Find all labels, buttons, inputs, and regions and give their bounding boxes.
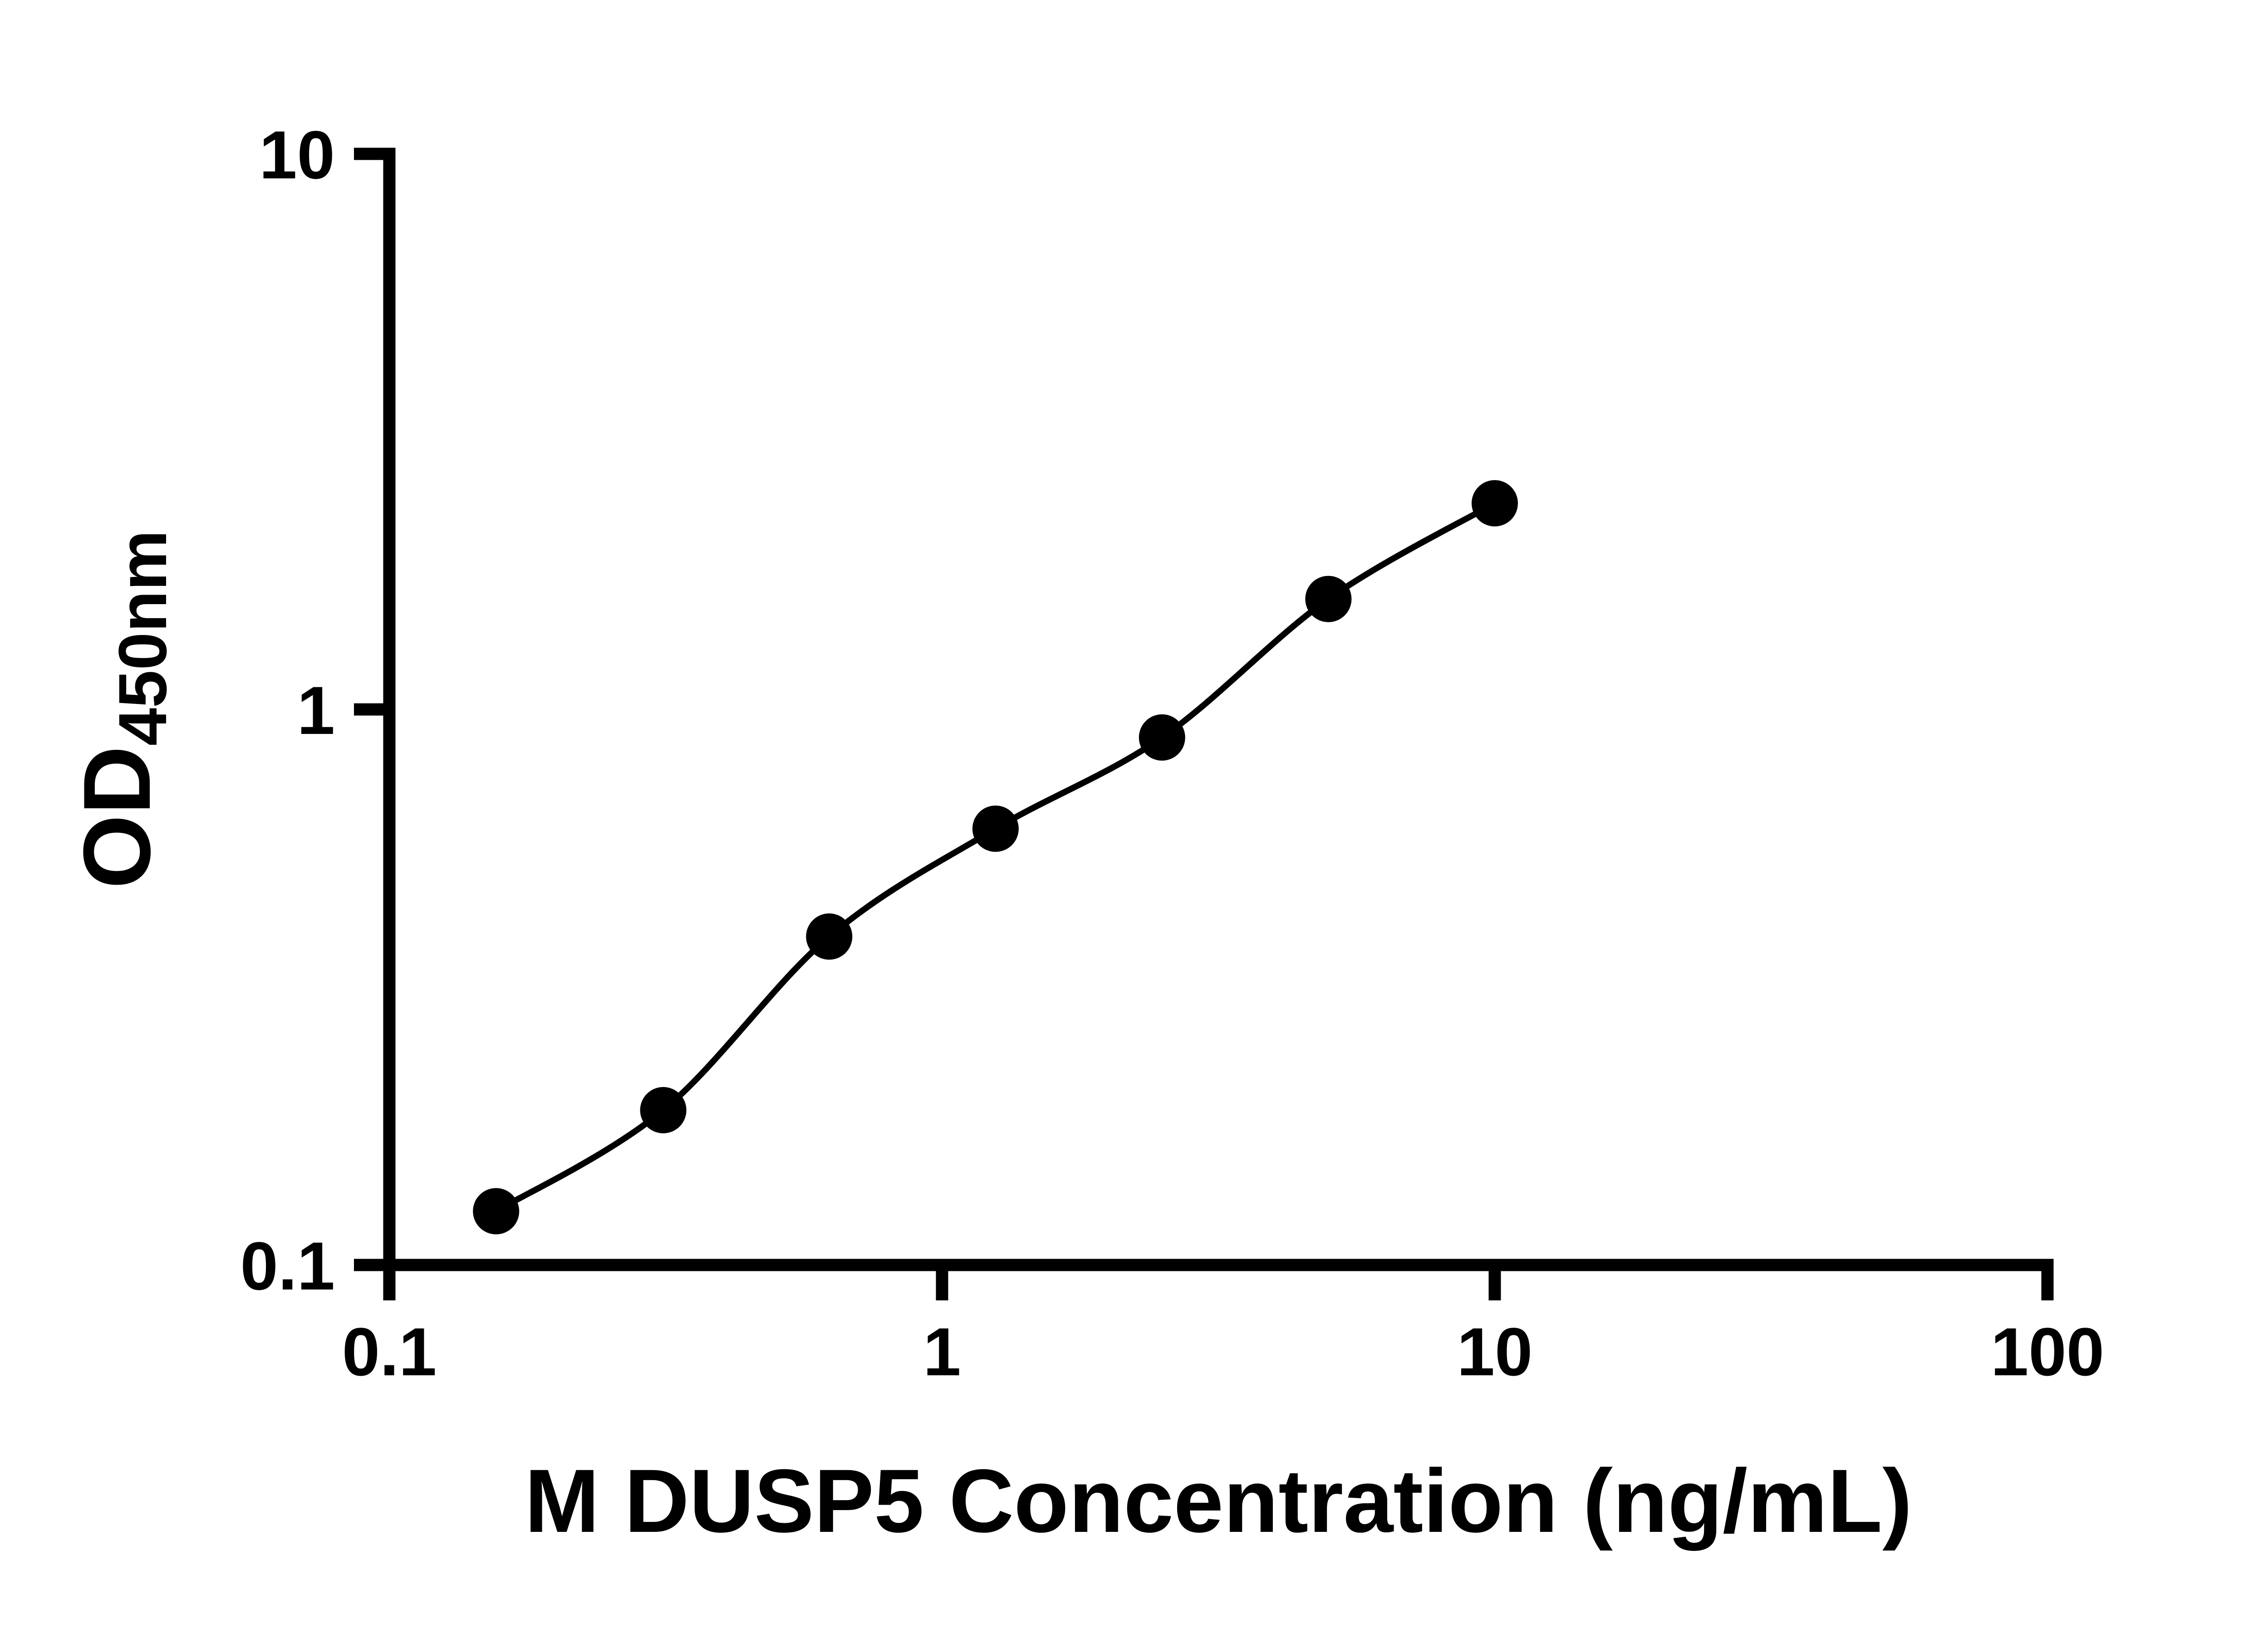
data-point [640, 1087, 687, 1133]
x-axis-title: M DUSP5 Concentration (ng/mL) [525, 1451, 1912, 1551]
x-tick-label: 100 [1991, 1314, 2104, 1390]
y-tick-label: 1 [297, 672, 335, 748]
x-tick-label: 0.1 [342, 1314, 437, 1390]
axes-layer: 0.1 1 10 100 0.1 1 10 [240, 117, 2104, 1390]
data-point [806, 913, 853, 960]
data-point [473, 1188, 520, 1235]
data-point [1305, 576, 1352, 622]
data-point [1139, 714, 1185, 761]
y-tick-label: 0.1 [240, 1228, 335, 1304]
y-tick-label: 10 [259, 117, 335, 193]
plot-layer [473, 480, 1518, 1235]
data-point [972, 805, 1019, 852]
y-axis-title-main: OD [64, 746, 170, 889]
x-tick-label: 10 [1457, 1314, 1533, 1390]
data-point [1472, 480, 1518, 527]
y-axis-title: OD450nm [64, 530, 181, 889]
axis-spine [383, 148, 2054, 1271]
x-tick-label: 1 [923, 1314, 961, 1390]
y-axis-title-subscript: 450nm [104, 530, 181, 746]
